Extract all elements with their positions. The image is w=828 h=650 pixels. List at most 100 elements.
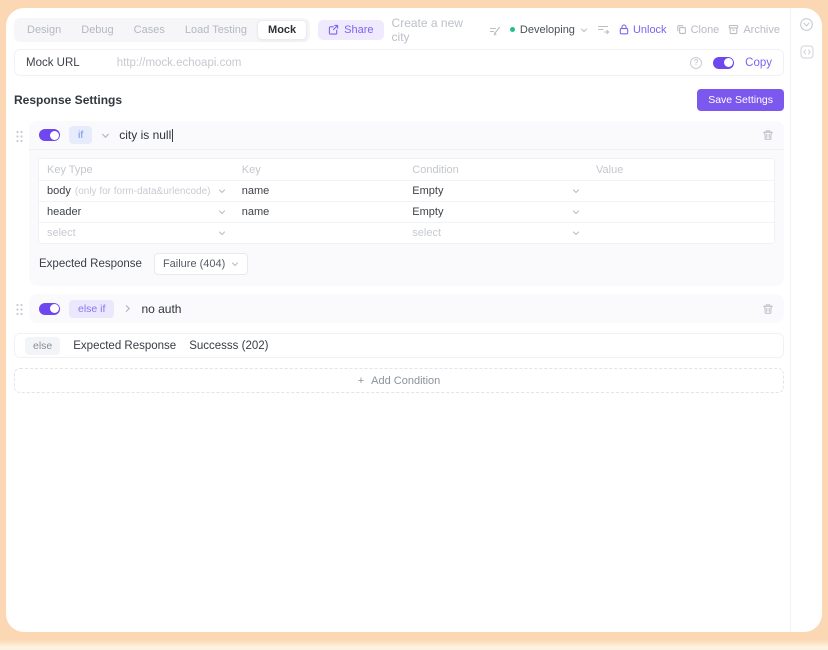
drag-handle-icon[interactable] bbox=[14, 303, 24, 316]
tab-debug[interactable]: Debug bbox=[81, 23, 114, 36]
condition-value: Empty bbox=[412, 185, 444, 197]
clone-icon bbox=[676, 24, 687, 35]
chevron-down-icon bbox=[572, 187, 580, 195]
condition-select[interactable]: Empty bbox=[404, 202, 588, 222]
else-branch-row: else Expected Response Successs (202) bbox=[14, 333, 784, 358]
plus-icon: + bbox=[357, 374, 365, 387]
key-type-select[interactable]: select bbox=[39, 223, 234, 243]
response-settings-header: Response Settings Save Settings bbox=[14, 89, 784, 111]
share-label: Share bbox=[344, 23, 374, 36]
expected-response-label: Expected Response bbox=[39, 258, 142, 270]
unlock-label: Unlock bbox=[632, 23, 667, 36]
condition-header: if city is null bbox=[29, 121, 784, 150]
value-input[interactable] bbox=[588, 202, 774, 222]
condition-select[interactable]: select bbox=[404, 223, 588, 243]
key-type-note: (only for form-data&urlencode) bbox=[74, 185, 211, 197]
section-title: Response Settings bbox=[14, 93, 123, 107]
key-type-value: body bbox=[47, 185, 71, 197]
copy-button[interactable]: Copy bbox=[745, 56, 772, 69]
version-icon[interactable] bbox=[799, 17, 814, 32]
condition-header: else if no auth bbox=[29, 294, 784, 323]
status-label: Developing bbox=[519, 23, 575, 36]
key-type-placeholder: select bbox=[47, 227, 76, 239]
save-settings-button[interactable]: Save Settings bbox=[697, 89, 784, 111]
chevron-down-icon bbox=[231, 260, 239, 268]
else-expected-response-value: Successs (202) bbox=[189, 339, 269, 352]
unlock-action[interactable]: Unlock bbox=[619, 24, 667, 36]
chevron-down-icon bbox=[580, 26, 588, 34]
code-icon[interactable] bbox=[800, 45, 814, 59]
expression-text: no auth bbox=[141, 301, 182, 316]
clone-label: Clone bbox=[690, 23, 720, 36]
key-input[interactable]: name bbox=[241, 206, 270, 218]
edit-icon[interactable] bbox=[489, 24, 501, 36]
keyword-chip-else: else bbox=[25, 336, 61, 355]
status-dot-icon bbox=[509, 27, 515, 32]
key-type-select[interactable]: body (only for form-data&urlencode) bbox=[39, 181, 234, 201]
chevron-down-icon bbox=[218, 187, 226, 195]
lock-icon bbox=[619, 24, 629, 35]
mock-enabled-toggle[interactable] bbox=[713, 56, 735, 69]
add-condition-label: Add Condition bbox=[371, 374, 441, 387]
status-dropdown[interactable]: Developing bbox=[509, 23, 588, 36]
mock-url-controls: ? Copy bbox=[690, 56, 772, 69]
chevron-down-icon bbox=[572, 229, 580, 237]
col-header-condition: Condition bbox=[412, 163, 459, 176]
text-cursor bbox=[172, 128, 174, 142]
condition-block-if: if city is null bbox=[14, 121, 784, 286]
value-input[interactable] bbox=[588, 181, 774, 201]
chevron-down-icon bbox=[218, 229, 226, 237]
chevron-down-icon[interactable] bbox=[101, 131, 110, 140]
condition-block-elseif: else if no auth bbox=[14, 294, 784, 323]
tab-mock[interactable]: Mock bbox=[257, 19, 308, 40]
top-toolbar: Design Debug Cases Load Testing Mock Sha… bbox=[14, 15, 784, 44]
condition-value: Empty bbox=[412, 206, 444, 218]
condition-select[interactable]: Empty bbox=[404, 181, 588, 201]
share-button[interactable]: Share bbox=[318, 19, 384, 40]
col-header-key-type: Key Type bbox=[47, 163, 93, 176]
expected-response-select[interactable]: Failure (404) bbox=[153, 253, 248, 275]
right-rail bbox=[790, 8, 822, 632]
delete-condition-button[interactable] bbox=[762, 129, 774, 141]
col-header-value: Value bbox=[596, 163, 624, 176]
condition-card: else if no auth bbox=[29, 294, 784, 323]
condition-rules-table: Key Type Key Condition Value body (only … bbox=[38, 158, 775, 244]
condition-toggle[interactable] bbox=[39, 302, 60, 315]
api-title[interactable]: Create a new city bbox=[391, 15, 463, 44]
condition-toggle[interactable] bbox=[39, 129, 60, 141]
tab-load-testing[interactable]: Load Testing bbox=[184, 23, 248, 36]
clone-action[interactable]: Clone bbox=[676, 23, 720, 36]
table-header-row: Key Type Key Condition Value bbox=[39, 159, 774, 180]
delete-condition-button[interactable] bbox=[762, 303, 774, 315]
add-condition-button[interactable]: + Add Condition bbox=[14, 368, 784, 393]
history-icon[interactable] bbox=[597, 24, 610, 35]
expected-response-label: Expected Response bbox=[73, 339, 177, 352]
keyword-chip-elseif: else if bbox=[69, 299, 115, 318]
share-icon bbox=[328, 24, 339, 35]
key-type-select[interactable]: header bbox=[39, 202, 234, 222]
archive-icon bbox=[728, 24, 739, 35]
chevron-right-icon[interactable] bbox=[123, 304, 132, 313]
condition-expression-input[interactable]: no auth bbox=[141, 302, 181, 316]
chevron-down-icon bbox=[572, 208, 580, 216]
archive-label: Archive bbox=[743, 23, 780, 36]
tab-design[interactable]: Design bbox=[27, 23, 62, 36]
mock-url-value[interactable]: http://mock.echoapi.com bbox=[116, 56, 242, 69]
expected-response-value: Failure (404) bbox=[162, 258, 226, 270]
key-input[interactable]: name bbox=[241, 185, 270, 197]
app-window: Design Debug Cases Load Testing Mock Sha… bbox=[6, 8, 822, 632]
mock-url-row: Mock URL http://mock.echoapi.com ? Copy bbox=[14, 49, 784, 76]
expression-text: city is null bbox=[119, 128, 172, 142]
archive-action[interactable]: Archive bbox=[728, 24, 780, 36]
main-content: Design Debug Cases Load Testing Mock Sha… bbox=[6, 8, 790, 632]
table-row: header name Empty bbox=[39, 201, 774, 222]
value-input[interactable] bbox=[588, 223, 774, 243]
tab-cases[interactable]: Cases bbox=[133, 23, 165, 36]
key-input[interactable] bbox=[234, 223, 405, 243]
keyword-chip-if: if bbox=[69, 126, 93, 144]
drag-handle-icon[interactable] bbox=[14, 130, 24, 143]
condition-card: if city is null bbox=[29, 121, 784, 286]
top-right-actions: Developing Unlock bbox=[489, 24, 784, 36]
help-icon[interactable]: ? bbox=[690, 56, 703, 69]
condition-expression-input[interactable]: city is null bbox=[119, 128, 174, 142]
